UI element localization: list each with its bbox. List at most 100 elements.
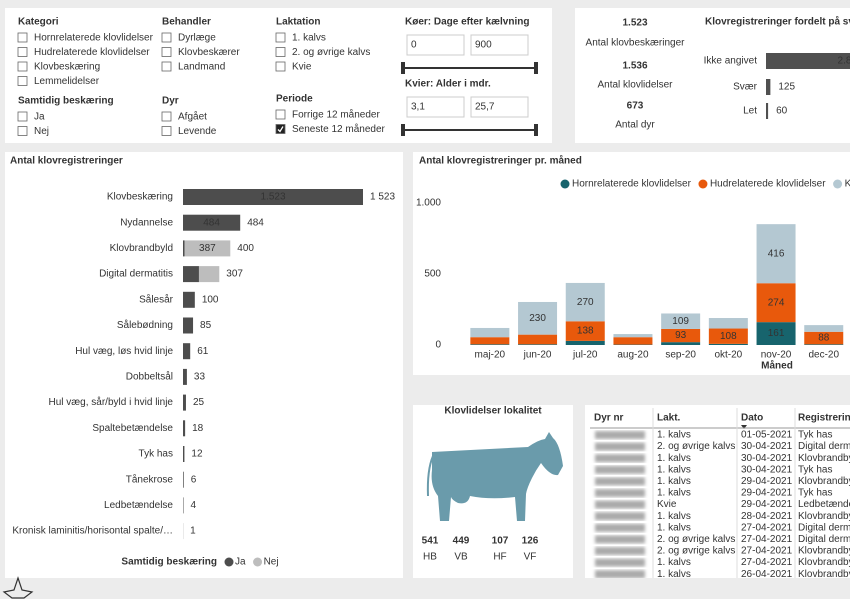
checkbox[interactable] bbox=[275, 124, 286, 134]
filter-option: Hornrelaterede klovlidelser bbox=[34, 33, 154, 44]
column-segment bbox=[565, 340, 605, 345]
filter-option: Landmand bbox=[178, 62, 225, 73]
table-cell: 27-04-2021 bbox=[741, 546, 793, 557]
filter-option: 1. kalvs bbox=[292, 33, 326, 44]
total-label: 25 bbox=[193, 397, 205, 408]
column-segment bbox=[565, 282, 605, 322]
column-header: Dato bbox=[741, 413, 763, 424]
segment-label: 270 bbox=[577, 297, 594, 308]
legend-label: Ja bbox=[235, 557, 246, 568]
checkbox[interactable] bbox=[275, 109, 286, 120]
bar-segment bbox=[183, 368, 187, 385]
checkbox[interactable] bbox=[275, 61, 286, 72]
segment-label: 484 bbox=[203, 217, 220, 228]
table-cell: Tyk has bbox=[798, 464, 832, 475]
table-cell: 27-04-2021 bbox=[741, 522, 793, 533]
legend-dot bbox=[253, 557, 263, 567]
filter-option: Forrige 12 måneder bbox=[292, 109, 380, 121]
column-segment bbox=[661, 342, 701, 345]
legend-dot bbox=[833, 179, 843, 189]
bar-segment bbox=[183, 240, 185, 257]
slider-input[interactable] bbox=[406, 96, 465, 118]
card-value: 1.523 bbox=[622, 18, 647, 29]
checkbox[interactable] bbox=[17, 32, 28, 43]
table-cell: 1. kalvs bbox=[657, 511, 691, 522]
bar-segment bbox=[183, 471, 184, 488]
slider-input[interactable] bbox=[470, 34, 529, 56]
category-label: Kronisk laminitis/horisontal spalte/… bbox=[12, 526, 173, 537]
checkbox[interactable] bbox=[161, 32, 172, 43]
column-header: Dyr nr bbox=[594, 413, 624, 424]
segment-label: 88 bbox=[818, 333, 830, 344]
category-label: Ledbetændelse bbox=[104, 500, 173, 511]
card-value: 1.536 bbox=[622, 61, 647, 72]
checkbox[interactable] bbox=[161, 47, 172, 57]
y-tick-label: 1.000 bbox=[416, 198, 441, 209]
checkbox[interactable] bbox=[17, 47, 28, 57]
total-label: 100 bbox=[202, 294, 219, 305]
bar-segment bbox=[183, 317, 194, 334]
slider-input[interactable] bbox=[470, 96, 529, 118]
value-label: 125 bbox=[778, 82, 795, 93]
blurred-id bbox=[595, 547, 645, 555]
table-cell: 1. kalvs bbox=[657, 557, 691, 568]
column-segment bbox=[470, 344, 510, 345]
x-tick-label: jul-20 bbox=[572, 350, 598, 361]
table-cell: 2. og øvrige kalvs bbox=[657, 546, 735, 557]
checkbox[interactable] bbox=[275, 32, 286, 43]
slider-thumb bbox=[401, 62, 405, 74]
locality-label: VF bbox=[524, 552, 537, 563]
checkbox[interactable] bbox=[17, 111, 28, 122]
bar bbox=[766, 103, 769, 119]
filter-option: Afgået bbox=[178, 111, 207, 123]
filter-option: Ja bbox=[34, 112, 45, 123]
column-segment bbox=[804, 325, 844, 332]
table-cell: 28-04-2021 bbox=[741, 511, 793, 522]
table-cell: Digital dermatitis bbox=[798, 441, 850, 452]
checkbox[interactable] bbox=[17, 61, 28, 72]
category-label: Ikke angivet bbox=[704, 56, 758, 67]
legend-label: Klovbeskæring bbox=[845, 179, 850, 190]
checkbox[interactable] bbox=[161, 61, 172, 72]
checkbox[interactable] bbox=[17, 126, 28, 136]
blurred-id bbox=[595, 523, 645, 532]
filter-option: Klovbeskæring bbox=[34, 62, 100, 73]
bar-segment bbox=[183, 214, 241, 231]
table-cell: 30-04-2021 bbox=[741, 453, 793, 464]
checkbox[interactable] bbox=[275, 47, 286, 57]
column-segment bbox=[470, 337, 510, 345]
bar-segment bbox=[183, 189, 363, 205]
column-segment bbox=[518, 301, 558, 335]
column-segment bbox=[613, 337, 653, 345]
checkbox[interactable] bbox=[161, 126, 172, 136]
total-label: 12 bbox=[191, 449, 203, 460]
chart-title: Antal klovregistreringer pr. måned bbox=[419, 155, 582, 167]
segment-label: 109 bbox=[672, 316, 689, 327]
bar-segment bbox=[198, 266, 220, 283]
column-segment bbox=[708, 343, 748, 345]
total-label: 18 bbox=[192, 423, 204, 434]
table-cell: 29-04-2021 bbox=[741, 488, 793, 499]
column-segment bbox=[470, 327, 510, 338]
checkbox[interactable] bbox=[17, 76, 28, 86]
legend-title: Samtidig beskæring bbox=[121, 557, 217, 568]
column-segment bbox=[756, 283, 796, 323]
slider-input[interactable] bbox=[406, 34, 465, 56]
x-tick-label: aug-20 bbox=[617, 350, 649, 361]
bar-segment bbox=[184, 240, 231, 257]
value-label: 2.874 bbox=[838, 56, 850, 67]
slider-thumb bbox=[534, 62, 538, 74]
card-label: Antal klovlidelser bbox=[597, 80, 673, 91]
segment-label: 161 bbox=[768, 328, 785, 339]
table-cell: 30-04-2021 bbox=[741, 441, 793, 452]
x-tick-label: sep-20 bbox=[665, 350, 696, 361]
filter-option: Nej bbox=[34, 126, 49, 137]
table-cell: 1. kalvs bbox=[657, 476, 691, 487]
checkbox[interactable] bbox=[161, 111, 172, 122]
card-label: Antal dyr bbox=[615, 120, 655, 131]
slider-title: Kvier: Alder i mdr. bbox=[405, 79, 491, 90]
legend-label: Hudrelaterede klovlidelser bbox=[710, 179, 826, 190]
table-cell: Tyk has bbox=[798, 430, 832, 441]
